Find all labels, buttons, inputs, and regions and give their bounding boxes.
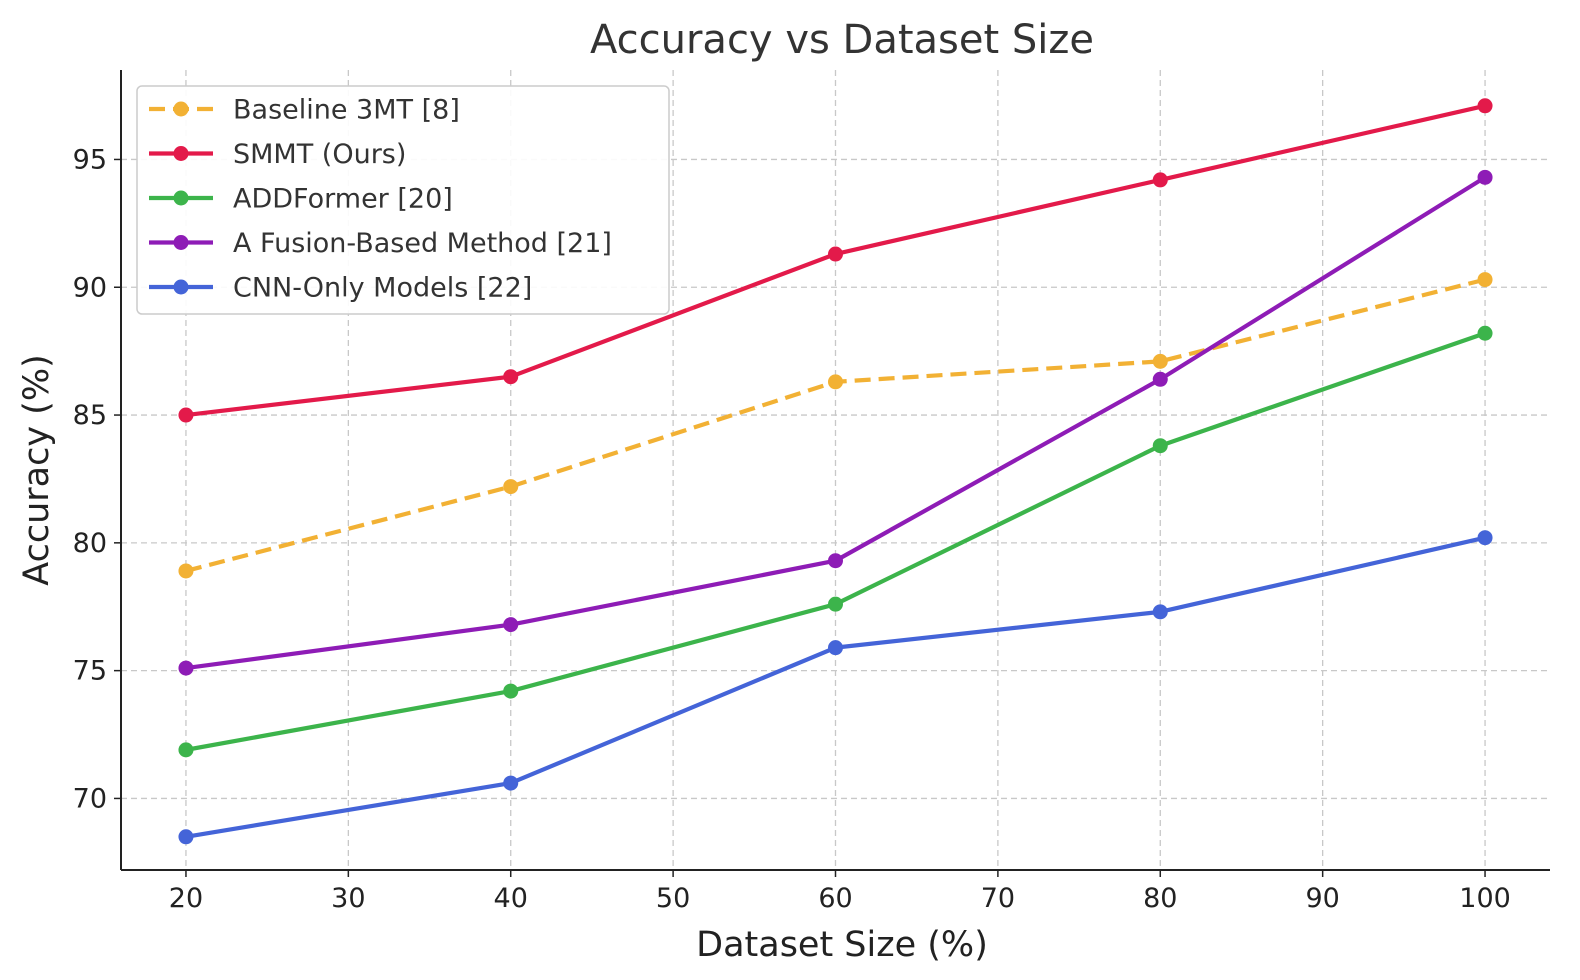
series-1: [178, 272, 1493, 579]
data-point: [503, 479, 519, 495]
legend-marker: [173, 146, 189, 161]
data-point: [1152, 604, 1168, 620]
data-point: [1152, 172, 1168, 188]
grid: [121, 70, 1550, 870]
x-tick-label: 70: [981, 883, 1015, 914]
data-point: [178, 563, 194, 579]
x-tick-label: 100: [1459, 883, 1511, 914]
series-5: [178, 530, 1493, 845]
legend-label: SMMT (Ours): [233, 139, 406, 170]
x-tick-label: 30: [331, 883, 365, 914]
legend-item: A Fusion-Based Method [21]: [149, 228, 612, 259]
legend-marker: [173, 101, 189, 117]
data-point: [503, 369, 519, 385]
data-point: [1477, 325, 1493, 341]
data-point: [503, 683, 519, 699]
x-tick-label: 40: [494, 883, 528, 914]
data-point: [1477, 98, 1493, 114]
data-point: [503, 775, 519, 791]
y-tick-label: 95: [73, 144, 107, 175]
legend-marker: [173, 279, 189, 295]
series-3: [178, 325, 1493, 758]
legend-item: Baseline 3MT [8]: [149, 95, 460, 126]
data-point: [828, 596, 843, 612]
data-point: [1152, 438, 1168, 454]
data-point: [828, 640, 843, 656]
legend-box: [136, 85, 670, 315]
data-point: [1152, 353, 1168, 369]
data-point: [178, 829, 194, 845]
x-axis-label: Dataset Size (%): [696, 925, 988, 965]
y-tick-label: 70: [73, 783, 107, 814]
data-point: [1152, 371, 1168, 387]
chart-title: Accuracy vs Dataset Size: [590, 17, 1094, 63]
data-point: [828, 246, 843, 262]
y-tick-label: 80: [73, 528, 107, 559]
x-tick-label: 60: [818, 883, 852, 914]
legend-marker: [173, 235, 189, 250]
series-4: [178, 169, 1493, 676]
axes: 20 30 40 50 60 70 80 90 100 70 75 80 85 90 95: [73, 70, 1550, 914]
legend-item: SMMT (Ours): [149, 139, 406, 170]
y-axis-label: Accuracy (%): [17, 354, 57, 585]
data-point: [178, 660, 194, 676]
x-tick-label: 80: [1143, 883, 1177, 914]
data-point: [1477, 272, 1493, 288]
legend-label: A Fusion-Based Method [21]: [233, 228, 612, 259]
data-point: [828, 553, 843, 569]
data-point: [178, 407, 194, 423]
legend-label: ADDFormer [20]: [233, 184, 453, 215]
legend: Baseline 3MT [8] SMMT (Ours) ADDFormer [20…: [136, 85, 670, 315]
legend-item: ADDFormer [20]: [149, 184, 453, 215]
x-tick-label: 90: [1305, 883, 1339, 914]
data-point: [178, 742, 194, 758]
x-tick-label: 50: [656, 883, 690, 914]
data-point: [503, 617, 519, 633]
y-tick-label: 75: [73, 656, 107, 687]
legend-item: CNN-Only Models [22]: [149, 273, 532, 304]
legend-label: CNN-Only Models [22]: [233, 273, 532, 304]
series-2: [178, 98, 1493, 423]
legend-marker: [173, 190, 189, 206]
x-tick-label: 20: [169, 883, 203, 914]
y-tick-label: 90: [73, 272, 107, 303]
data-point: [1477, 169, 1493, 185]
legend-label: Baseline 3MT [8]: [233, 95, 460, 126]
series-group: [178, 98, 1493, 845]
data-point: [1477, 530, 1493, 546]
data-point: [828, 374, 843, 390]
y-tick-label: 85: [73, 400, 107, 431]
